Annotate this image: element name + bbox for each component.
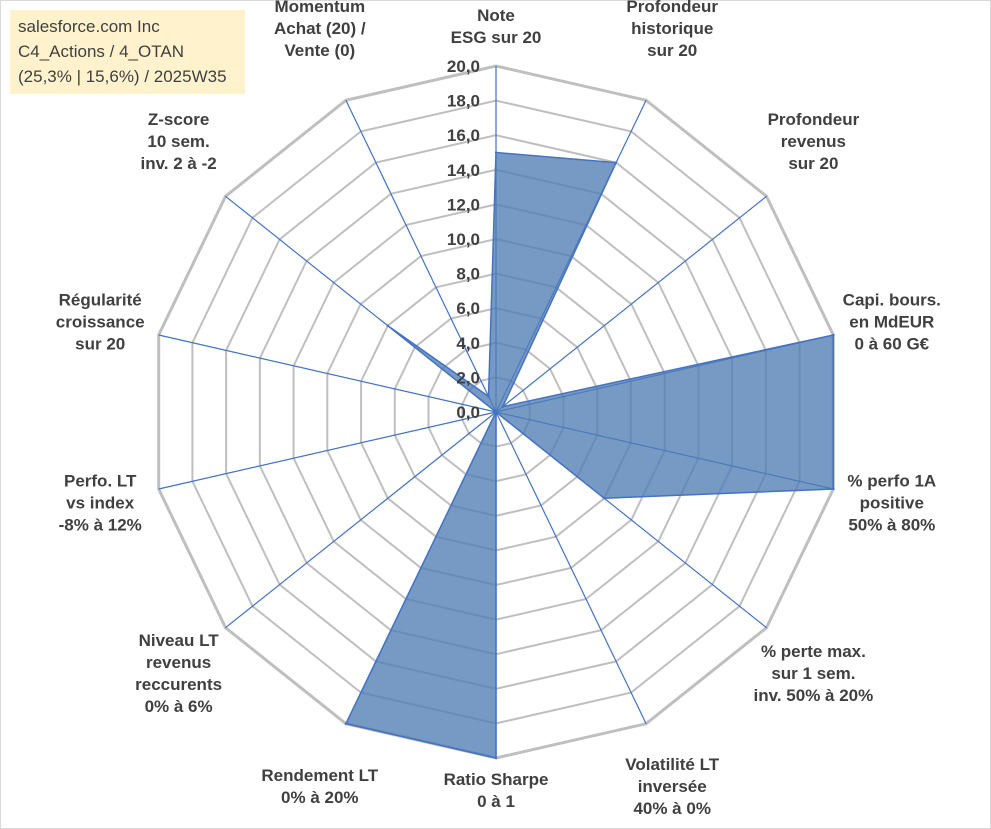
category-label-1-line-0: Profondeur	[626, 0, 718, 16]
data-point-4	[832, 487, 835, 491]
tick-label-2: 4,0	[456, 334, 480, 353]
data-point-7	[494, 756, 498, 760]
category-label-11-line-1: croissance	[56, 313, 145, 332]
spoke-2	[495, 195, 767, 413]
spoke-11	[158, 334, 497, 413]
spoke-13	[345, 100, 497, 413]
category-label-10: Perfo. LT vs index -8% à 12%	[59, 471, 142, 534]
category-label-9-line-3: 0% à 6%	[145, 697, 213, 716]
tick-label-9: 18,0	[447, 92, 480, 111]
category-label-0: Note ESG sur 20	[451, 6, 542, 47]
data-point-13	[487, 395, 490, 398]
category-label-8-line-1: 0% à 20%	[281, 788, 359, 807]
data-point-3	[832, 333, 835, 337]
category-label-13-line-1: Achat (20) /	[274, 19, 366, 38]
tick-label-4: 8,0	[456, 265, 480, 284]
category-label-2-line-1: revenus	[781, 132, 846, 151]
data-point-1	[614, 161, 618, 164]
category-label-13: Momentum Achat (20) / Vente (0)	[274, 0, 366, 60]
category-label-5-line-2: inv. 50% à 20%	[754, 686, 874, 705]
tick-label-7: 14,0	[447, 161, 480, 180]
category-label-5-line-1: sur 1 sem.	[771, 664, 855, 683]
category-label-11: Régularité croissance sur 20	[56, 291, 145, 354]
category-label-7-line-0: Ratio Sharpe	[444, 770, 549, 789]
category-label-9-line-2: reccurents	[135, 675, 222, 694]
data-point-2	[501, 405, 504, 408]
data-point-5	[603, 497, 606, 500]
category-label-12: Z-score 10 sem. inv. 2 à -2	[140, 110, 216, 173]
category-label-6-line-0: Volatilité LT	[625, 755, 719, 774]
category-label-12-line-1: 10 sem.	[147, 132, 209, 151]
category-label-7-line-1: 0 à 1	[477, 792, 515, 811]
category-label-5: % perte max. sur 1 sem. inv. 50% à 20%	[754, 642, 874, 705]
category-label-1: Profondeur historique sur 20	[626, 0, 718, 60]
category-label-5-line-0: % perte max.	[761, 642, 866, 661]
category-label-8-line-0: Rendement LT	[261, 766, 378, 785]
tick-label-1: 2,0	[456, 368, 480, 387]
portfolio-path: C4_Actions / 4_OTAN	[18, 42, 184, 61]
category-label-1-line-2: sur 20	[647, 41, 697, 60]
data-point-0	[494, 151, 498, 154]
category-label-3-line-1: en MdEUR	[849, 313, 934, 332]
data-point-11	[494, 410, 498, 414]
category-label-3: Capi. bours. en MdEUR 0 à 60 G€	[843, 291, 941, 354]
category-label-3-line-2: 0 à 60 G€	[854, 335, 929, 354]
category-label-7: Ratio Sharpe 0 à 1	[444, 770, 549, 811]
category-label-4-line-1: positive	[860, 493, 924, 512]
category-label-9: Niveau LT revenus reccurents 0% à 6%	[135, 631, 222, 716]
category-label-12-line-0: Z-score	[148, 110, 209, 129]
category-label-11-line-0: Régularité	[59, 291, 142, 310]
category-label-6: Volatilité LT inversée 40% à 0%	[625, 755, 719, 818]
data-point-8	[344, 722, 348, 725]
spoke-10	[158, 411, 497, 490]
tick-label-8: 16,0	[447, 126, 480, 145]
radial-axis-ticks: 0,0 2,0 4,0 6,0 8,0 10,0 12,0 14,0 16,0 18,0 20,0	[447, 57, 480, 422]
tick-label-3: 6,0	[456, 299, 480, 318]
category-label-4: % perfo 1A positive 50% à 80%	[847, 471, 936, 534]
category-label-10-line-0: Perfo. LT	[64, 471, 137, 490]
category-label-2: Profondeur revenus sur 20	[768, 110, 860, 173]
spoke-6	[495, 411, 647, 724]
tick-label-10: 20,0	[447, 57, 480, 76]
tick-label-0: 0,0	[456, 403, 480, 422]
category-label-13-line-2: Vente (0)	[284, 41, 355, 60]
stock-info-box: salesforce.com Inc C4_Actions / 4_OTAN (…	[10, 10, 245, 94]
category-label-8: Rendement LT 0% à 20%	[261, 766, 378, 807]
company-name: salesforce.com Inc	[18, 17, 160, 36]
tick-label-5: 10,0	[447, 230, 480, 249]
category-label-0-line-1: ESG sur 20	[451, 28, 542, 47]
category-label-3-line-0: Capi. bours.	[843, 291, 941, 310]
category-label-9-line-0: Niveau LT	[139, 631, 220, 650]
radar-series	[344, 151, 835, 760]
category-label-4-line-2: 50% à 80%	[848, 515, 935, 534]
category-label-12-line-2: inv. 2 à -2	[140, 154, 216, 173]
category-label-10-line-2: -8% à 12%	[59, 515, 142, 534]
category-label-11-line-2: sur 20	[75, 335, 125, 354]
spoke-9	[225, 411, 497, 629]
tick-label-6: 12,0	[447, 195, 480, 214]
category-label-2-line-0: Profondeur	[768, 110, 860, 129]
category-label-9-line-1: revenus	[146, 653, 211, 672]
category-labels: Note ESG sur 20 Profondeur historique sur 20…	[56, 0, 941, 818]
category-label-1-line-1: historique	[631, 19, 713, 38]
category-label-4-line-0: % perfo 1A	[847, 471, 936, 490]
category-label-0-line-0: Note	[477, 6, 515, 25]
category-label-10-line-1: vs index	[66, 493, 135, 512]
category-label-13-line-0: Momentum	[274, 0, 365, 16]
category-label-2-line-2: sur 20	[788, 154, 838, 173]
performance-week: (25,3% | 15,6%) / 2025W35	[18, 67, 227, 86]
category-label-6-line-2: 40% à 0%	[633, 799, 711, 818]
category-label-6-line-1: inversée	[638, 777, 707, 796]
data-point-12	[386, 324, 389, 327]
